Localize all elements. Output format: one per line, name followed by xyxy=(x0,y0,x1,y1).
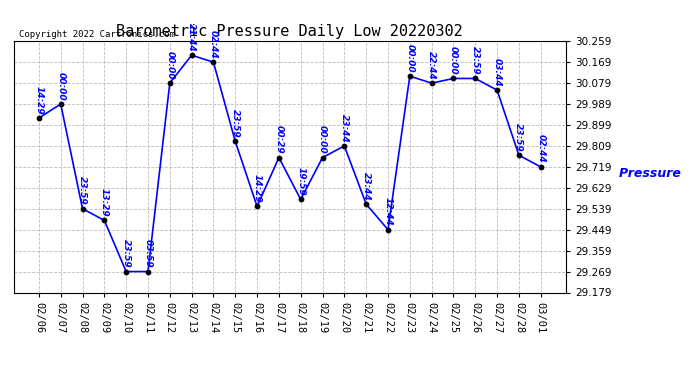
Point xyxy=(33,115,44,121)
Point xyxy=(142,268,153,274)
Point xyxy=(404,73,415,79)
Point xyxy=(426,80,437,86)
Text: Copyright 2022 Cartronics.com: Copyright 2022 Cartronics.com xyxy=(19,30,175,39)
Text: 03:44: 03:44 xyxy=(493,58,502,86)
Point xyxy=(55,101,66,107)
Point xyxy=(208,59,219,65)
Text: 23:59: 23:59 xyxy=(471,46,480,75)
Point xyxy=(99,217,110,223)
Point xyxy=(164,80,175,86)
Text: 23:59: 23:59 xyxy=(78,176,87,205)
Text: 23:59: 23:59 xyxy=(121,239,130,268)
Point xyxy=(361,201,372,207)
Title: Barometric Pressure Daily Low 20220302: Barometric Pressure Daily Low 20220302 xyxy=(117,24,463,39)
Text: 00:00: 00:00 xyxy=(56,72,66,100)
Point xyxy=(470,75,481,81)
Text: 22:44: 22:44 xyxy=(427,51,436,80)
Text: 23:44: 23:44 xyxy=(340,114,349,142)
Point xyxy=(121,268,132,274)
Y-axis label: Pressure  (Inches/Hg): Pressure (Inches/Hg) xyxy=(619,167,690,180)
Text: 00:00: 00:00 xyxy=(449,46,458,75)
Point xyxy=(491,87,502,93)
Point xyxy=(186,52,197,58)
Text: 12:44: 12:44 xyxy=(384,197,393,226)
Text: 00:00: 00:00 xyxy=(405,44,414,72)
Text: 03:59: 03:59 xyxy=(144,239,152,268)
Point xyxy=(77,206,88,212)
Text: 13:29: 13:29 xyxy=(100,188,109,217)
Text: 00:29: 00:29 xyxy=(275,125,284,154)
Point xyxy=(382,226,393,232)
Point xyxy=(230,138,241,144)
Text: 19:59: 19:59 xyxy=(296,167,305,196)
Point xyxy=(295,196,306,202)
Point xyxy=(535,164,546,170)
Text: 14:29: 14:29 xyxy=(253,174,262,202)
Point xyxy=(448,75,459,81)
Text: 02:44: 02:44 xyxy=(209,30,218,58)
Text: 00:00: 00:00 xyxy=(166,51,175,80)
Text: 02:44: 02:44 xyxy=(536,135,545,163)
Point xyxy=(273,154,284,160)
Point xyxy=(317,154,328,160)
Text: 14:29: 14:29 xyxy=(34,86,43,114)
Point xyxy=(339,143,350,149)
Text: 23:59: 23:59 xyxy=(514,123,524,152)
Text: 23:44: 23:44 xyxy=(362,172,371,200)
Text: 23:59: 23:59 xyxy=(230,109,239,138)
Point xyxy=(513,152,524,158)
Point xyxy=(252,203,263,209)
Text: 21:44: 21:44 xyxy=(187,23,196,51)
Text: 00:00: 00:00 xyxy=(318,125,327,154)
